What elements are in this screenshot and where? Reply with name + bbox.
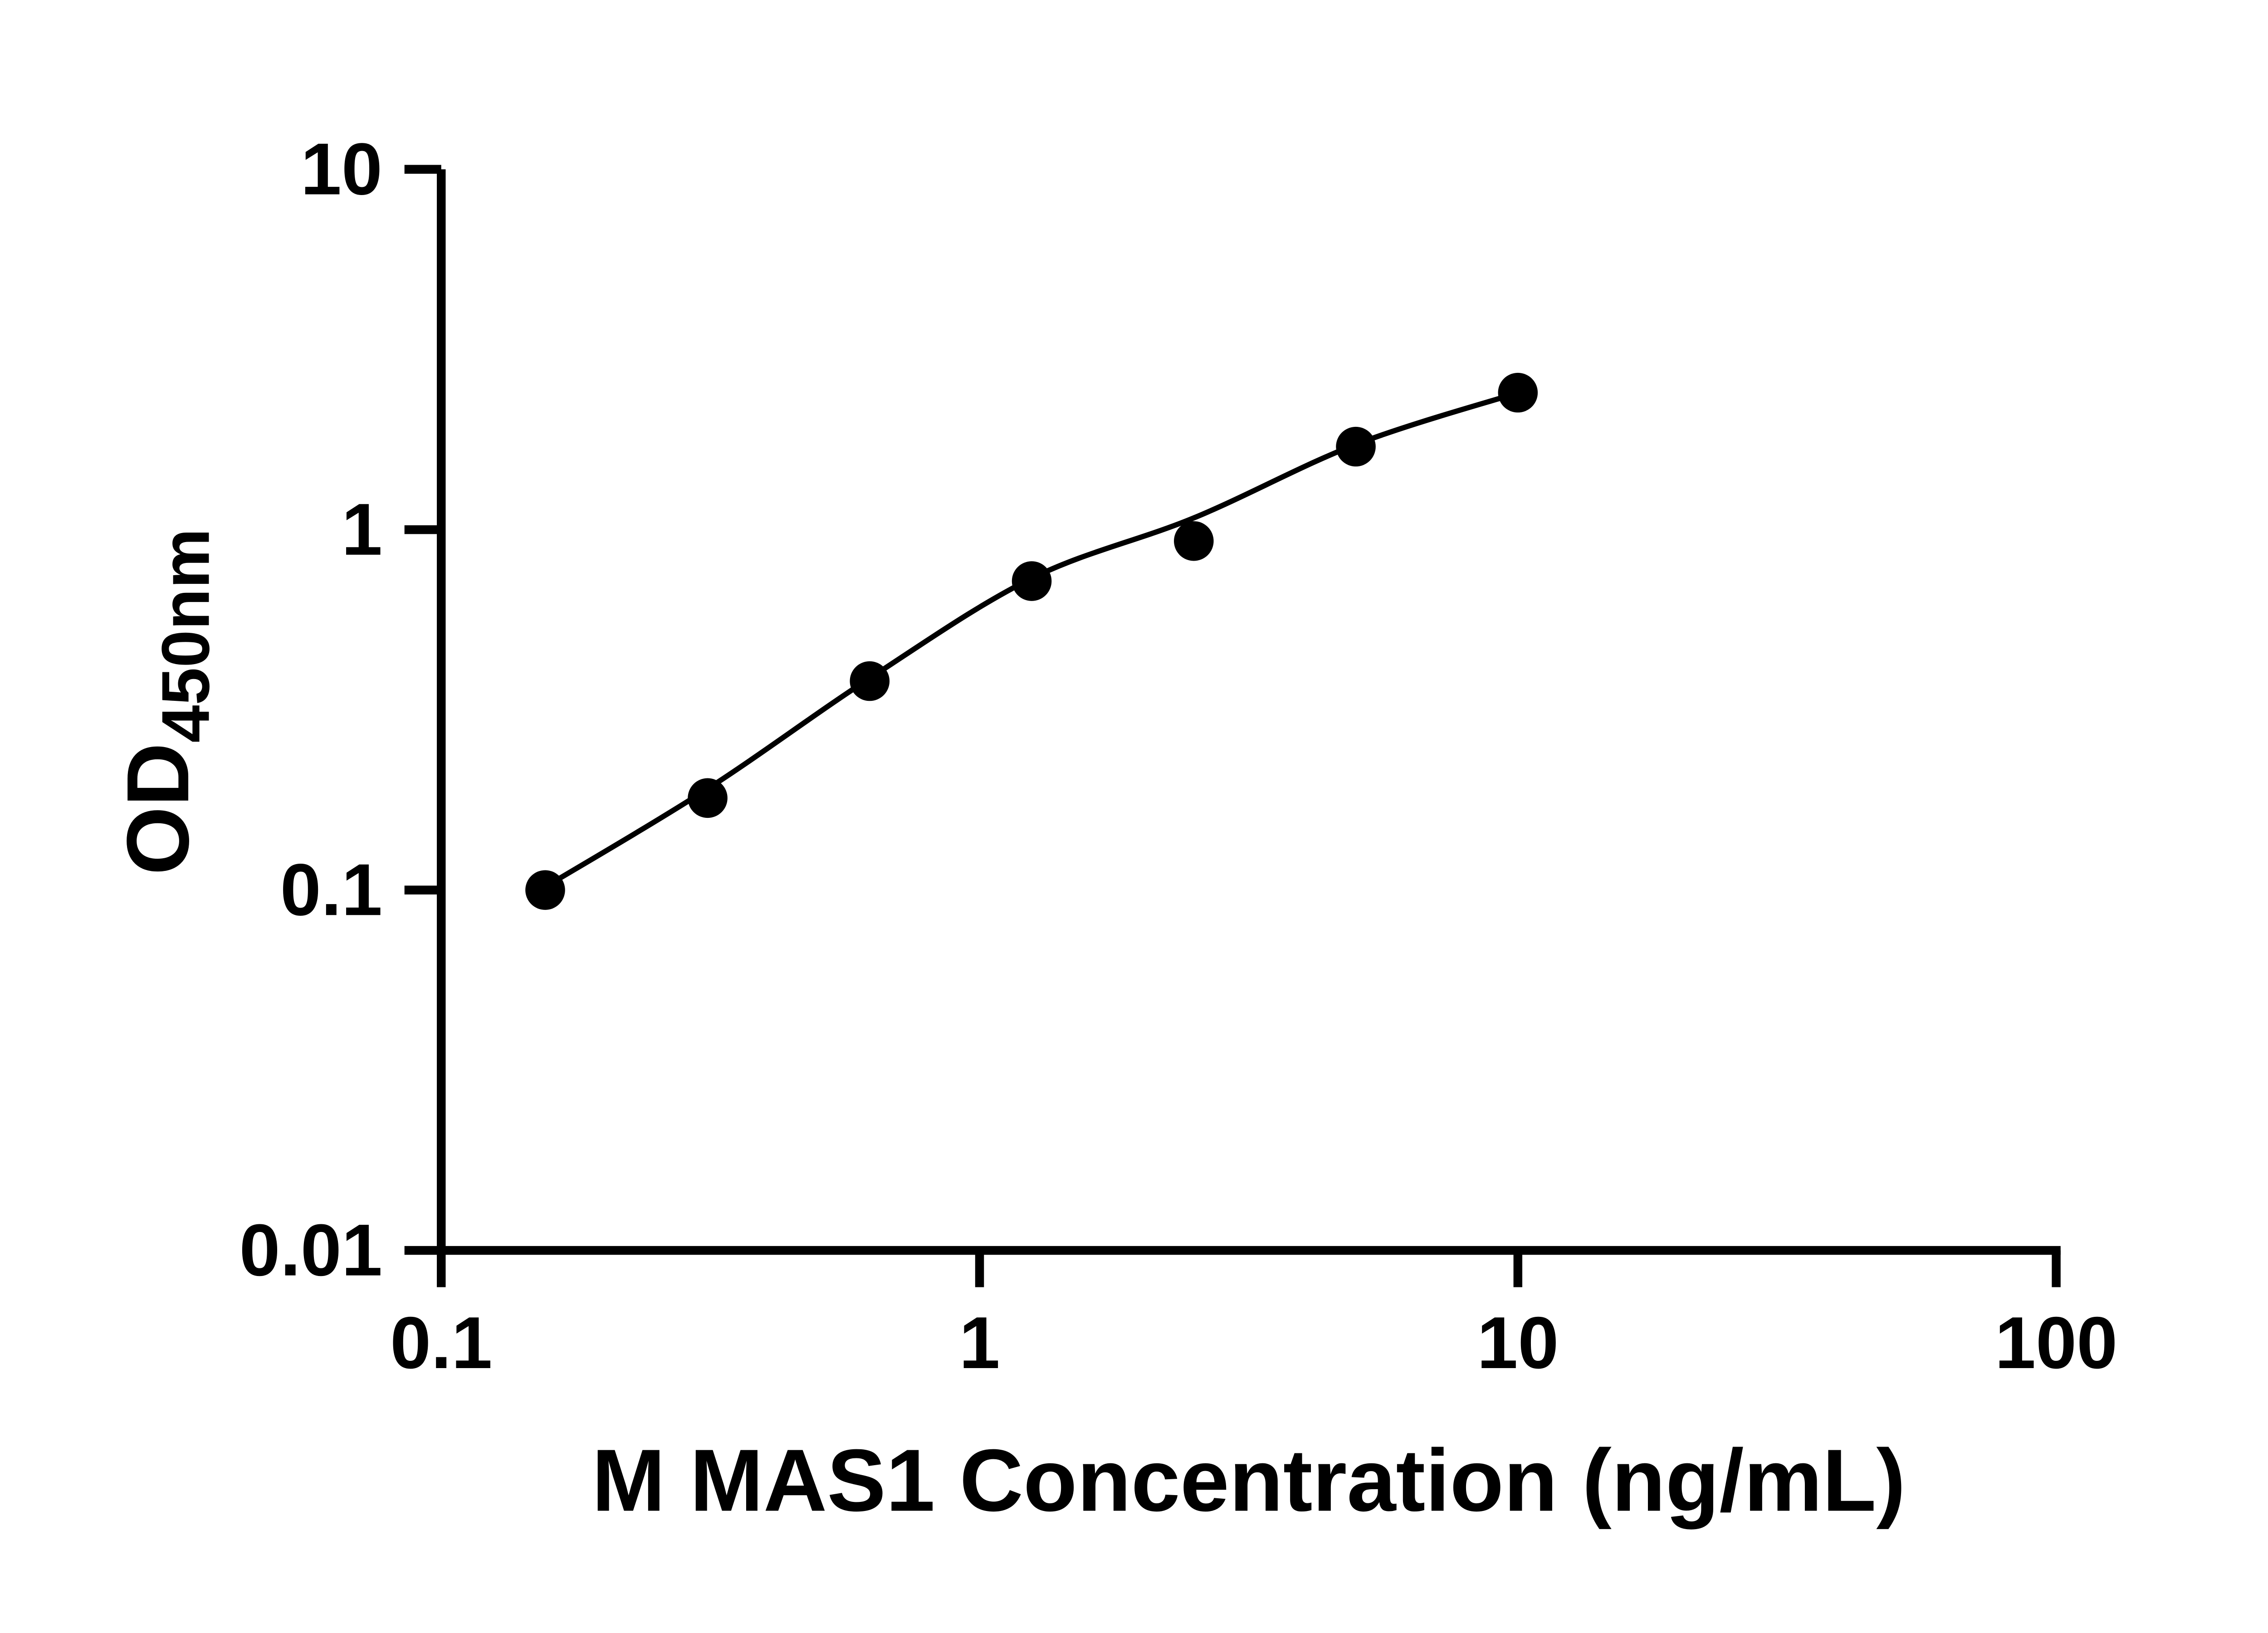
data-point bbox=[688, 778, 728, 818]
y-axis-title-main: OD bbox=[109, 743, 207, 875]
x-tick-label: 10 bbox=[1477, 1302, 1559, 1384]
x-tick-label: 1 bbox=[959, 1302, 1000, 1384]
x-tick-label: 100 bbox=[1995, 1302, 2117, 1384]
data-point bbox=[1012, 561, 1052, 601]
x-tick-label: 0.1 bbox=[390, 1302, 492, 1384]
y-tick-label: 10 bbox=[301, 128, 382, 210]
x-axis-title: M MAS1 Concentration (ng/mL) bbox=[592, 1431, 1906, 1530]
y-tick-label: 0.1 bbox=[280, 849, 382, 931]
data-point bbox=[1498, 372, 1538, 413]
data-point bbox=[525, 870, 565, 910]
y-tick-label: 0.01 bbox=[240, 1209, 383, 1291]
y-tick-label: 1 bbox=[342, 489, 382, 571]
y-axis-title-group: OD450nm bbox=[109, 528, 223, 875]
data-point bbox=[1336, 426, 1376, 467]
y-axis-title-subscript: 450nm bbox=[147, 528, 223, 743]
data-point bbox=[850, 661, 890, 701]
fit-curve bbox=[543, 390, 1521, 890]
y-axis-title: OD450nm bbox=[109, 528, 223, 875]
data-point bbox=[1174, 521, 1214, 561]
